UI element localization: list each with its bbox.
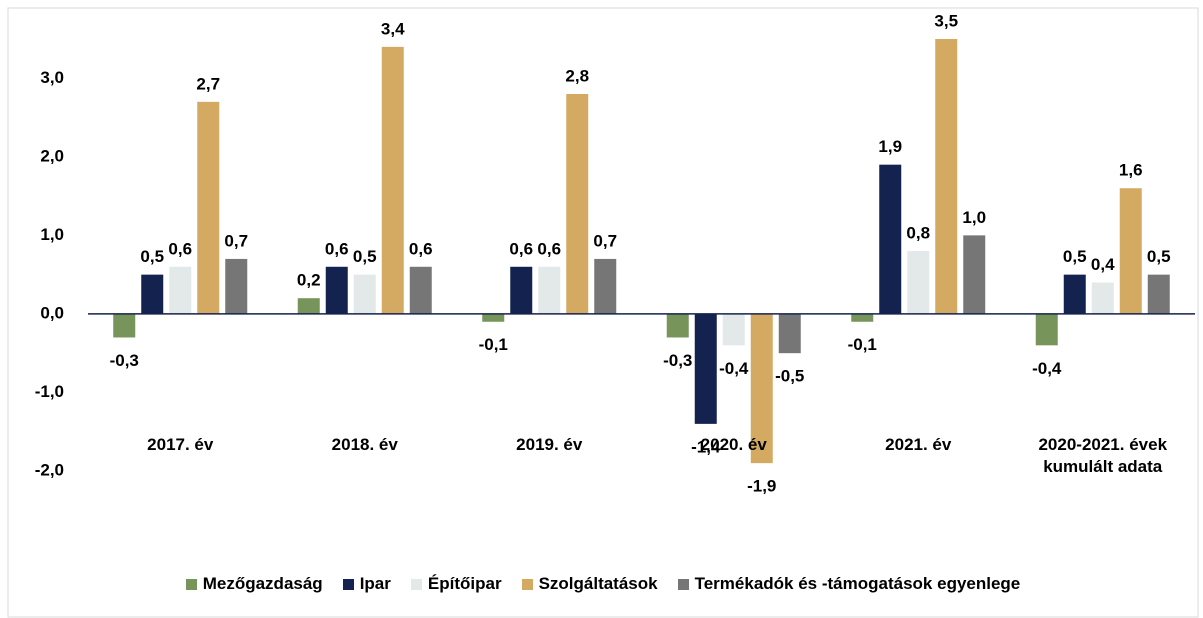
- data-label: -0,3: [663, 351, 692, 370]
- bar: [750, 313, 773, 464]
- legend-item: Ipar: [342, 574, 391, 594]
- bar: [879, 164, 902, 314]
- legend-item: Építőipar: [410, 574, 502, 594]
- y-tick-label: 2,0: [40, 146, 64, 165]
- bar: [197, 101, 220, 314]
- bar: [482, 313, 505, 322]
- data-label: 0,4: [1091, 255, 1115, 274]
- data-label: 3,5: [934, 11, 958, 30]
- legend-swatch: [521, 578, 533, 590]
- legend-item: Mezőgazdaság: [185, 574, 323, 594]
- data-label: 0,5: [353, 247, 377, 266]
- data-label: 1,9: [878, 137, 902, 156]
- x-tick-label: 2018. év: [331, 435, 398, 454]
- legend-label: Mezőgazdaság: [202, 574, 323, 593]
- bar: [1119, 188, 1142, 314]
- data-label: -0,3: [110, 351, 139, 370]
- bar: [169, 266, 192, 314]
- chart-border: [7, 7, 1199, 618]
- data-label: 2,7: [196, 74, 220, 93]
- data-label: 1,0: [962, 208, 986, 227]
- data-label: -1,4: [691, 437, 721, 456]
- data-label: 0,5: [1063, 247, 1087, 266]
- data-label: 0,6: [537, 239, 561, 258]
- data-label: 0,8: [906, 224, 930, 243]
- legend-label: Építőipar: [427, 574, 502, 593]
- x-tick-label: 2021. év: [885, 435, 952, 454]
- bar: [1147, 274, 1170, 314]
- data-label: 0,5: [1147, 247, 1171, 266]
- data-label: 0,6: [509, 239, 533, 258]
- y-tick-label: -2,0: [35, 460, 64, 479]
- data-label: 0,5: [140, 247, 164, 266]
- data-label: -1,9: [747, 477, 776, 496]
- bar: [778, 313, 801, 354]
- bar: [963, 235, 986, 314]
- bar: [666, 313, 689, 338]
- bar: [1035, 313, 1058, 346]
- data-label: 0,6: [325, 239, 349, 258]
- data-label: 2,8: [565, 66, 589, 85]
- bar: [510, 266, 533, 314]
- data-label: 0,7: [593, 231, 617, 250]
- x-tick-label: 2020. év: [700, 435, 767, 454]
- data-label: 0,2: [297, 271, 321, 290]
- y-tick-label: 3,0: [40, 68, 64, 87]
- bar: [353, 274, 376, 314]
- data-label: 3,4: [381, 19, 405, 38]
- bar: [1091, 282, 1114, 314]
- data-label: 0,7: [224, 231, 248, 250]
- bar: [141, 274, 164, 314]
- data-label: 0,6: [168, 239, 192, 258]
- bar: [1063, 274, 1086, 314]
- bar: [538, 266, 561, 314]
- legend-swatch: [185, 578, 197, 590]
- legend-item: Szolgáltatások: [521, 574, 658, 594]
- data-label: -0,1: [848, 335, 877, 354]
- bar: [694, 313, 717, 424]
- legend-item: Termékadók és -támogatások egyenlege: [677, 574, 1021, 594]
- data-label: 1,6: [1119, 161, 1143, 180]
- bar: [907, 251, 930, 314]
- legend-label: Termékadók és -támogatások egyenlege: [694, 574, 1021, 593]
- bar: [935, 39, 958, 314]
- y-tick-label: 0,0: [40, 303, 64, 322]
- bar: [851, 313, 874, 322]
- y-tick-label: 1,0: [40, 225, 64, 244]
- legend-swatch: [342, 578, 354, 590]
- bar: [381, 46, 404, 314]
- bar: [722, 313, 745, 346]
- legend-swatch: [410, 578, 422, 590]
- legend: Mezőgazdaság Ipar Építőipar Szolgáltatások T…: [8, 574, 1198, 594]
- bar: [325, 266, 348, 314]
- data-label: -0,1: [479, 335, 508, 354]
- legend-label: Ipar: [359, 574, 391, 593]
- data-label: 0,6: [409, 239, 433, 258]
- data-label: -0,5: [775, 367, 804, 386]
- bar: [225, 258, 248, 314]
- x-tick-label: 2019. év: [516, 435, 583, 454]
- bar: [113, 313, 136, 338]
- y-tick-label: -1,0: [35, 382, 64, 401]
- x-tick-label: 2020-2021. évek kumulált adata: [1038, 435, 1168, 476]
- legend-swatch: [677, 578, 689, 590]
- bar: [297, 298, 320, 314]
- legend-label: Szolgáltatások: [538, 574, 658, 593]
- data-label: -0,4: [719, 359, 749, 378]
- bar: [409, 266, 432, 314]
- bar: [566, 93, 589, 314]
- data-label: -0,4: [1032, 359, 1062, 378]
- bar: [594, 258, 617, 314]
- x-tick-label: 2017. év: [147, 435, 214, 454]
